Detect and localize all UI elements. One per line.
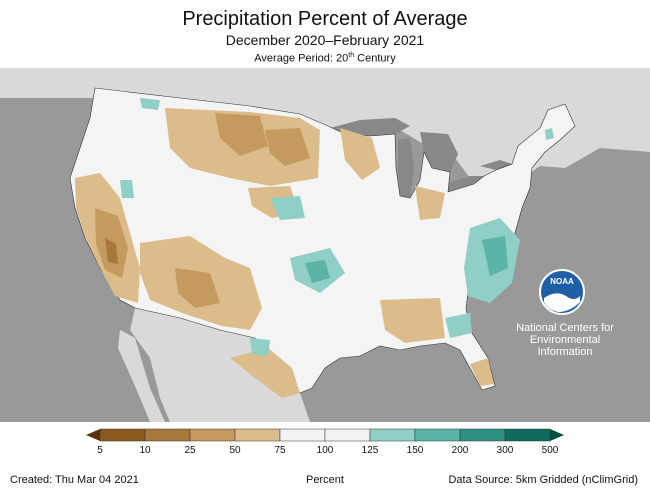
legend-swatch: [369, 428, 416, 442]
baja-california: [118, 330, 165, 422]
agency-name-line: National Centers for: [516, 322, 614, 334]
legend-swatch: [324, 428, 371, 442]
legend-tick-label: 25: [184, 445, 196, 456]
legend-swatch: [99, 428, 146, 442]
legend-tick-label: 125: [362, 445, 379, 456]
legend-tick-label: 5: [97, 445, 103, 456]
legend-tick-label: 200: [452, 445, 469, 456]
precipitation-map: NOAA: [0, 68, 650, 422]
legend-swatch: [504, 428, 551, 442]
dry-anomalies: [75, 108, 494, 398]
lake-michigan: [398, 138, 414, 198]
wet-anomalies: [120, 98, 554, 356]
legend-tick-label: 150: [407, 445, 424, 456]
lake-ontario: [480, 160, 512, 170]
agency-name: National Centers for Environmental Infor…: [510, 322, 620, 358]
noaa-logo-text: NOAA: [550, 277, 574, 286]
legend-swatch: [279, 428, 326, 442]
legend-swatch: [414, 428, 461, 442]
legend-max-arrow: [550, 429, 564, 441]
noaa-logo: NOAA: [539, 269, 585, 315]
color-legend: 5 10 25 50 75 100 125 150 200 300 500: [86, 428, 564, 456]
created-date: Created: Thu Mar 04 2021: [10, 474, 139, 486]
map-subtitle: December 2020–February 2021: [225, 32, 425, 48]
legend-tick-label: 50: [229, 445, 241, 456]
legend-tick-label: 100: [317, 445, 334, 456]
legend-tick-label: 10: [139, 445, 151, 456]
map-title: Precipitation Percent of Average: [182, 8, 468, 30]
agency-name-line: Environmental: [529, 334, 601, 346]
legend-unit: Percent: [306, 474, 344, 486]
data-source: Data Source: 5km Gridded (nClimGrid): [448, 474, 638, 486]
legend-swatch: [144, 428, 191, 442]
lake-huron: [420, 132, 458, 172]
lake-erie: [440, 176, 484, 192]
legend-tick-label: 300: [497, 445, 514, 456]
mexico-land: [130, 308, 310, 422]
legend-swatch: [459, 428, 506, 442]
legend-tick-label: 75: [274, 445, 286, 456]
legend-swatch: [189, 428, 236, 442]
legend-tick-label: 500: [542, 445, 559, 456]
average-period-label: Average Period: 20th Century: [254, 52, 396, 65]
legend-swatch: [234, 428, 281, 442]
agency-name-line: Information: [537, 346, 593, 358]
legend-min-arrow: [86, 429, 100, 441]
